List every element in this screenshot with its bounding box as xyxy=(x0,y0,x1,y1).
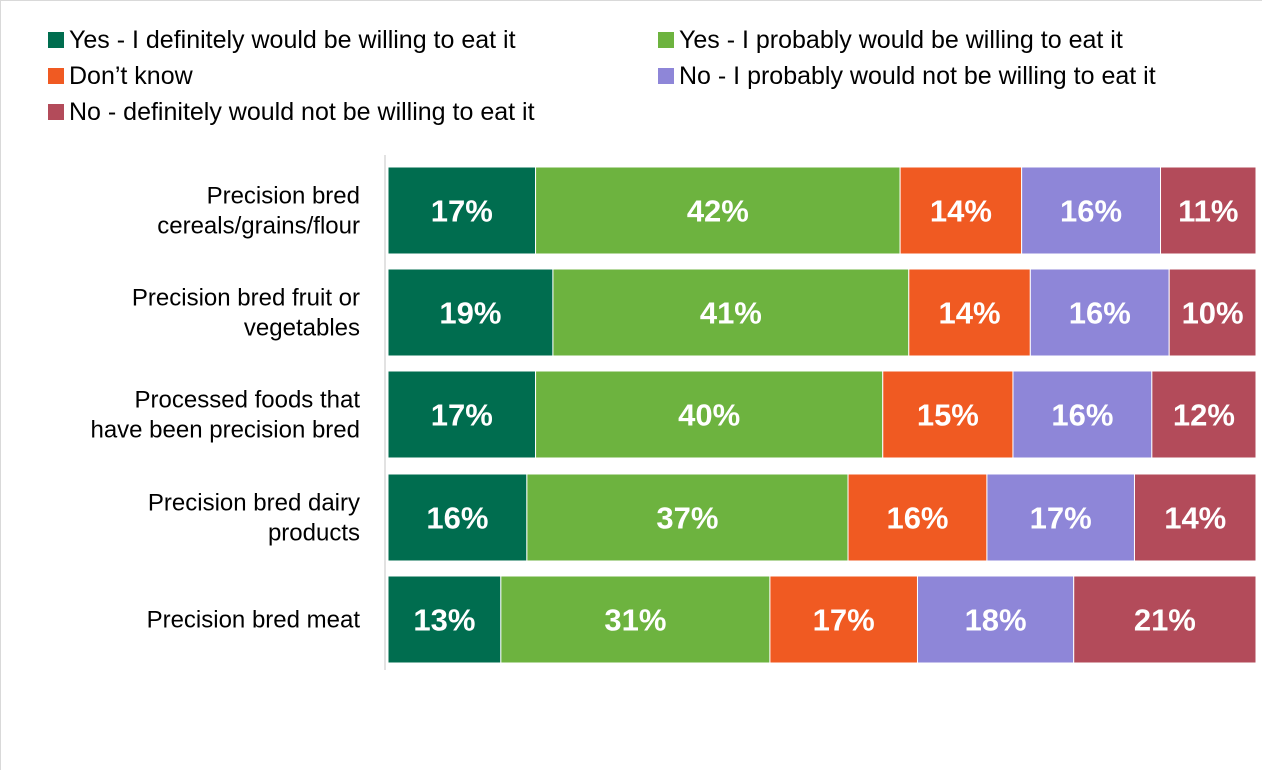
data-label: 12% xyxy=(1173,398,1235,433)
legend-label: Don’t know xyxy=(69,62,194,90)
bar-segment xyxy=(1133,473,1257,562)
category-label: Precision bred fruit or xyxy=(132,285,360,312)
bar-segment xyxy=(908,268,1031,357)
data-label: 10% xyxy=(1182,296,1244,331)
legend-item: Don’t know xyxy=(48,62,194,90)
bar-segment xyxy=(1012,370,1153,459)
legend: Yes - I definitely would be willing to e… xyxy=(48,26,1156,126)
legend-swatch xyxy=(48,32,64,48)
bar-row: 17% 42% 14% 16% 11% xyxy=(387,166,1257,255)
category-label: Precision bred meat xyxy=(147,607,361,634)
bar-segment xyxy=(1021,166,1162,255)
data-label: 14% xyxy=(1164,501,1226,536)
data-label: 18% xyxy=(965,603,1027,638)
bar-row: 19% 41% 14% 16% 10% xyxy=(387,268,1257,357)
legend-label: No - I probably would not be willing to … xyxy=(679,62,1156,90)
bar-segment xyxy=(847,473,988,562)
bar-segment xyxy=(535,166,901,255)
data-label: 11% xyxy=(1178,194,1238,229)
bar-segment xyxy=(387,268,554,357)
data-label: 13% xyxy=(413,603,475,638)
legend-swatch xyxy=(658,68,674,84)
bar-segment xyxy=(899,166,1023,255)
data-label: 41% xyxy=(700,296,762,331)
bar-segment xyxy=(769,575,918,664)
category-label: Precision bred xyxy=(207,183,360,210)
legend-item: No - I probably would not be willing to … xyxy=(658,62,1156,90)
category-label: have been precision bred xyxy=(90,417,360,444)
data-label: 21% xyxy=(1134,603,1196,638)
data-label: 17% xyxy=(813,603,875,638)
data-label: 16% xyxy=(886,501,948,536)
bar-segment xyxy=(500,575,771,664)
bars: 17% 42% 14% 16% 11%19% 41% 14% 16% 10%17% 40% 15% 1… xyxy=(387,166,1257,664)
data-label: 16% xyxy=(426,501,488,536)
category-label: cereals/grains/flour xyxy=(157,213,360,240)
bar-segment xyxy=(387,575,502,664)
bar-segment xyxy=(1151,370,1257,459)
legend-swatch xyxy=(48,68,64,84)
bar-segment xyxy=(535,370,884,459)
legend-swatch xyxy=(658,32,674,48)
bar-segment xyxy=(387,166,537,255)
data-label: 42% xyxy=(687,194,749,229)
legend-label: Yes - I definitely would be willing to e… xyxy=(69,26,516,54)
data-label: 40% xyxy=(678,398,740,433)
category-labels: Precision bred cereals/grains/flour Precis… xyxy=(90,183,360,634)
data-label: 17% xyxy=(431,398,493,433)
category-label: vegetables xyxy=(244,315,360,342)
data-label: 19% xyxy=(439,296,501,331)
bar-segment xyxy=(916,575,1075,664)
legend-item: No - definitely would not be willing to … xyxy=(48,98,535,126)
legend-label: No - definitely would not be willing to … xyxy=(69,98,535,126)
data-label: 14% xyxy=(930,194,992,229)
legend-label: Yes - I probably would be willing to eat… xyxy=(679,26,1123,54)
data-label: 17% xyxy=(1030,501,1092,536)
bar-segment xyxy=(986,473,1135,562)
category-label: Precision bred dairy xyxy=(148,490,360,517)
legend-swatch xyxy=(48,104,64,120)
bar-row: 17% 40% 15% 16% 12% xyxy=(387,370,1257,459)
bar-segment xyxy=(552,268,910,357)
category-label: products xyxy=(268,520,360,547)
category-label: Processed foods that xyxy=(135,387,361,414)
data-label: 15% xyxy=(917,398,979,433)
bar-row: 16% 37% 16% 17% 14% xyxy=(387,473,1257,562)
data-label: 14% xyxy=(939,296,1001,331)
bar-segment xyxy=(387,370,537,459)
bar-segment xyxy=(1160,166,1257,255)
data-label: 16% xyxy=(1069,296,1131,331)
data-label: 17% xyxy=(431,194,493,229)
bar-segment xyxy=(1168,268,1257,357)
bar-segment xyxy=(526,473,849,562)
legend-item: Yes - I probably would be willing to eat… xyxy=(658,26,1123,54)
legend-item: Yes - I definitely would be willing to e… xyxy=(48,26,516,54)
data-label: 31% xyxy=(604,603,666,638)
bar-row: 13% 31% 17% 18% 21% xyxy=(387,575,1257,664)
bar-segment xyxy=(387,473,528,562)
bar-segment xyxy=(1073,575,1257,664)
data-label: 16% xyxy=(1051,398,1113,433)
data-label: 16% xyxy=(1060,194,1122,229)
data-label: 37% xyxy=(656,501,718,536)
